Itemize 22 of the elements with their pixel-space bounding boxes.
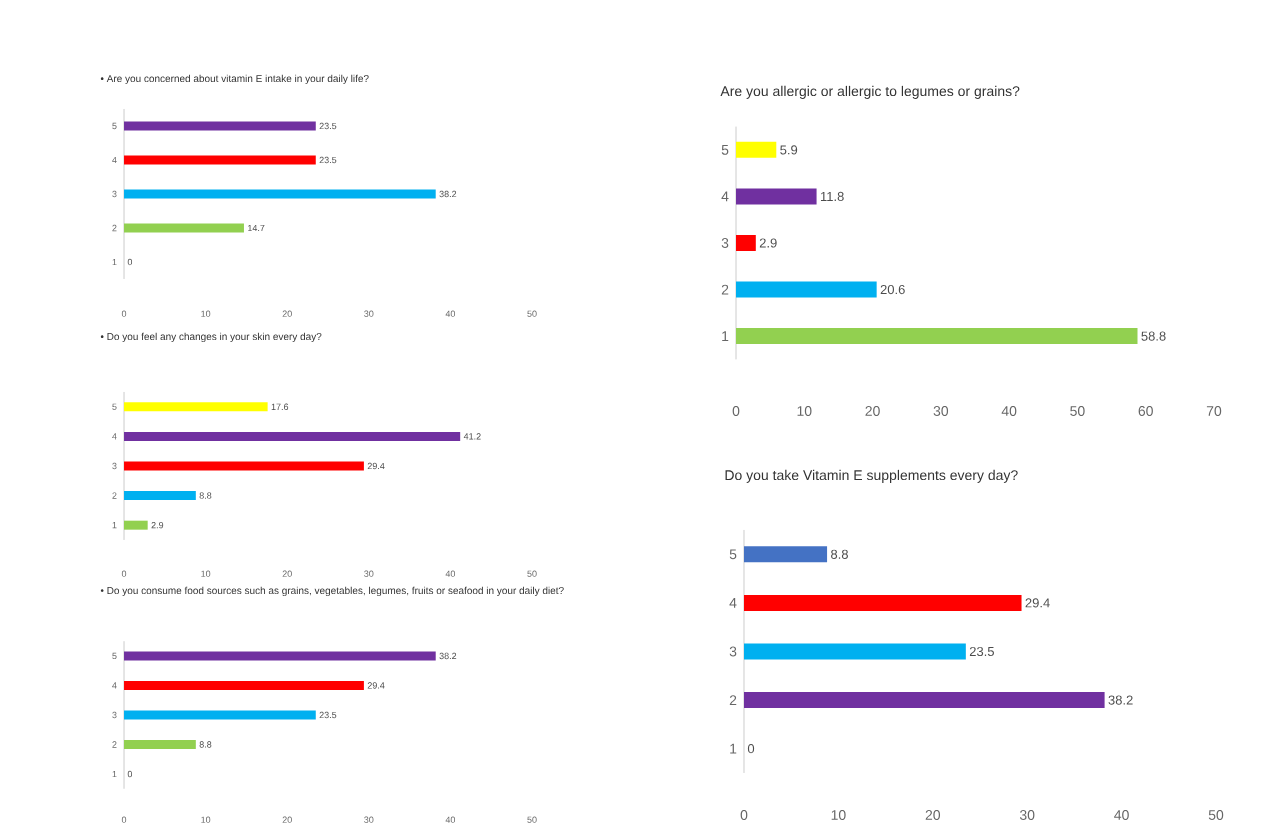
- bar: [124, 651, 436, 661]
- bar: [124, 710, 316, 720]
- bar: [124, 739, 196, 749]
- bar: [736, 188, 817, 205]
- bar: [744, 692, 1105, 709]
- bar: [124, 491, 196, 501]
- bar: [744, 643, 966, 660]
- bar: [124, 402, 268, 412]
- bar: [124, 431, 461, 441]
- bar: [744, 594, 1022, 611]
- bar: [736, 281, 877, 298]
- bar: [124, 189, 436, 199]
- bar: [124, 461, 364, 471]
- bar: [744, 546, 828, 563]
- bar: [736, 328, 1138, 345]
- bar: [124, 223, 244, 233]
- bar: [736, 141, 777, 158]
- bar: [124, 520, 148, 530]
- bar: [124, 680, 364, 690]
- bar: [736, 234, 756, 251]
- bar: [124, 155, 316, 165]
- bar: [124, 121, 316, 131]
